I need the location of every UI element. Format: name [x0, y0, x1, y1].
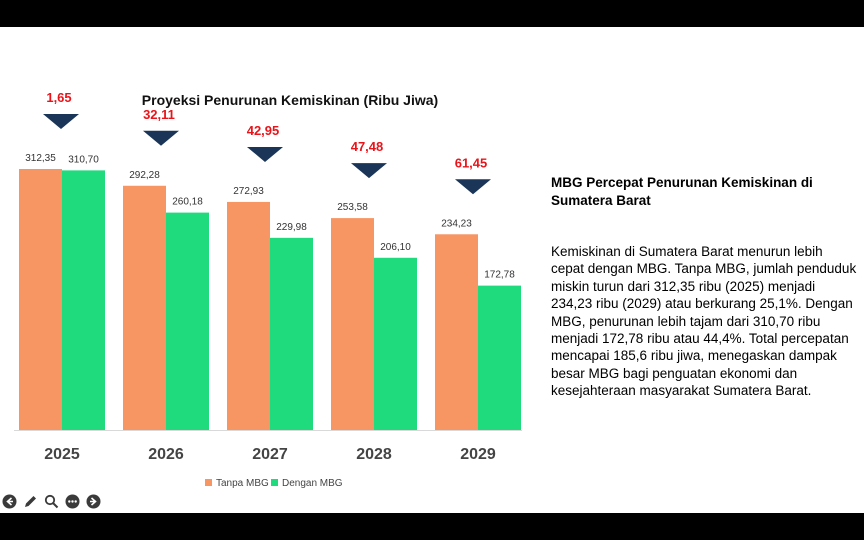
pen-button[interactable] [23, 494, 38, 509]
difference-label: 61,45 [455, 155, 488, 170]
sidebar-title: MBG Percepat Penurunan Kemiskinan di Sum… [551, 175, 813, 208]
zoom-button[interactable] [44, 494, 59, 509]
bar-chart: Proyeksi Penurunan Kemiskinan (Ribu Jiwa… [14, 90, 522, 489]
difference-marker [43, 114, 79, 129]
next-icon [86, 494, 101, 509]
difference-marker [143, 130, 179, 146]
difference-marker [247, 146, 283, 162]
previous-button[interactable] [2, 494, 17, 509]
x-tick-label: 2027 [252, 446, 288, 463]
difference-marker [351, 163, 387, 179]
difference-label: 32,11 [143, 107, 175, 122]
data-label: 229,98 [276, 222, 307, 233]
next-button[interactable] [86, 494, 101, 509]
data-label: 272,93 [233, 186, 264, 197]
bar-dengan-mbg-2026 [166, 212, 209, 430]
previous-icon [2, 494, 17, 509]
data-label: 260,18 [172, 197, 203, 208]
slide: Proyeksi Penurunan Kemiskinan (Ribu Jiwa… [0, 27, 864, 513]
bar-dengan-mbg-2028 [374, 257, 417, 430]
legend-entry: Tanpa MBG [216, 478, 269, 489]
zoom-icon [44, 494, 59, 509]
data-label: 234,23 [441, 218, 472, 229]
data-label: 312,35 [25, 153, 56, 164]
pen-icon [25, 496, 36, 507]
slideshow-toolbar [2, 494, 101, 512]
difference-label: 1,65 [46, 90, 71, 105]
bar-tanpa-mbg-2027 [227, 201, 270, 430]
data-label: 253,58 [337, 202, 368, 213]
chart-title: Proyeksi Penurunan Kemiskinan (Ribu Jiwa… [142, 92, 438, 108]
x-tick-label: 2028 [356, 446, 392, 463]
legend-entry: Dengan MBG [282, 478, 343, 489]
data-label: 310,70 [68, 154, 99, 165]
bar-tanpa-mbg-2029 [435, 234, 478, 430]
sidebar-body: Kemiskinan di Sumatera Barat menurun leb… [551, 244, 857, 399]
data-label: 206,10 [380, 242, 411, 253]
legend-swatch [271, 479, 278, 486]
bar-tanpa-mbg-2026 [123, 185, 166, 430]
x-tick-label: 2026 [148, 446, 184, 463]
bar-tanpa-mbg-2025 [19, 169, 62, 430]
bar-dengan-mbg-2029 [478, 285, 521, 430]
bar-tanpa-mbg-2028 [331, 218, 374, 430]
x-tick-label: 2029 [460, 446, 496, 463]
difference-label: 42,95 [247, 123, 280, 138]
difference-label: 47,48 [351, 139, 384, 154]
difference-marker [455, 179, 491, 195]
bar-dengan-mbg-2027 [270, 237, 313, 430]
x-tick-label: 2025 [44, 446, 80, 463]
more-icon [65, 494, 80, 509]
legend-swatch [205, 479, 212, 486]
data-label: 172,78 [484, 270, 515, 281]
bar-dengan-mbg-2025 [62, 170, 105, 431]
more-button[interactable] [65, 494, 80, 509]
data-label: 292,28 [129, 170, 160, 181]
